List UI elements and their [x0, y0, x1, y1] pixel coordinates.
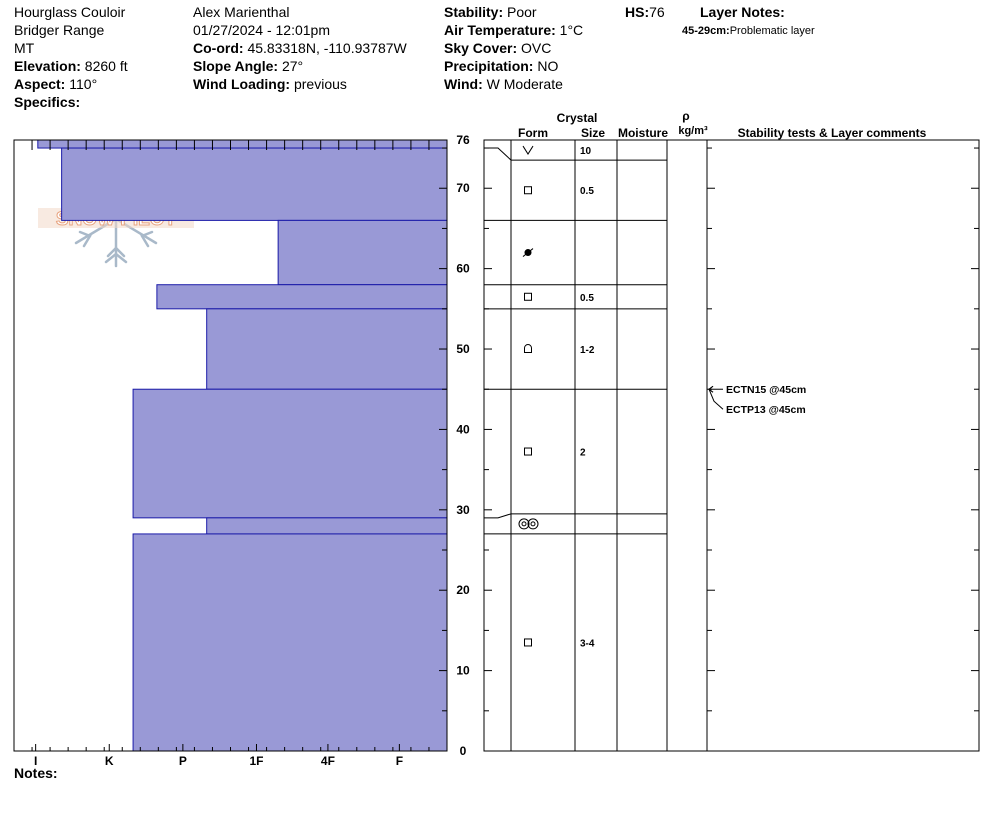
size-header: Size — [581, 126, 605, 140]
hardness-bar — [132, 533, 448, 752]
hardness-tick-label: 4F — [321, 754, 335, 768]
observer-name: Alex Marienthal — [193, 4, 290, 20]
state-name: MT — [14, 40, 35, 56]
hardness-tick-label: F — [396, 754, 403, 768]
form-header: Form — [518, 126, 548, 140]
location-name: Hourglass Couloir — [14, 4, 126, 20]
depth-tick-label: 60 — [456, 262, 470, 276]
melt-freeze-crust-icon — [522, 248, 534, 257]
layer-notes-title: Layer Notes: — [700, 4, 785, 20]
elevation: Elevation: 8260 ft — [14, 58, 128, 74]
layer-connector — [484, 147, 512, 161]
site-info: Hourglass Couloir Bridger Range MT Eleva… — [14, 3, 128, 111]
stability-test-label: ECTN15 @45cm — [726, 384, 806, 396]
grain-size-label: 10 — [580, 146, 592, 157]
grain-size-label: 2 — [580, 448, 586, 459]
observation-info: Alex Marienthal 01/27/2024 - 12:01pm Co-… — [193, 3, 407, 93]
grain-size-label: 1-2 — [580, 345, 595, 356]
grain-size-label: 3-4 — [580, 638, 595, 649]
test-pointer — [708, 389, 724, 410]
specifics: Specifics: — [14, 94, 81, 110]
faceted-crystals-icon — [524, 638, 532, 647]
stability-tests: ECTN15 @45cm ECTP13 @45cm — [708, 384, 806, 416]
grain-size-label: 0.5 — [580, 186, 594, 197]
hardness-bar — [277, 219, 448, 286]
hardness-bar — [61, 147, 448, 221]
faceted-crystals-icon — [524, 186, 532, 195]
rounding-facets-icon — [524, 344, 532, 354]
hardness-bar — [156, 284, 448, 310]
hardness-tick-label: P — [179, 754, 187, 768]
layer-connector — [484, 513, 512, 519]
moisture-header: Moisture — [618, 126, 668, 140]
depth-tick-label: 50 — [456, 342, 470, 356]
air-temperature: Air Temperature: 1°C — [444, 22, 584, 38]
precip-particles-icon — [522, 145, 534, 155]
stability-test-label: ECTP13 @45cm — [726, 404, 806, 416]
depth-axis: 0 10 20 30 40 50 60 70 76 — [439, 133, 979, 758]
coordinates: Co-ord: 45.83318N, -110.93787W — [193, 40, 407, 56]
depth-tick-label: 40 — [456, 422, 470, 436]
depth-tick-label: 76 — [456, 133, 470, 147]
depth-tick-label: 10 — [456, 664, 470, 678]
layer-note: 45-29cm:Problematic layer — [682, 25, 815, 37]
precipitation: Precipitation: NO — [444, 58, 559, 74]
range-name: Bridger Range — [14, 22, 105, 38]
faceted-crystals-icon — [524, 447, 532, 456]
wind-loading: Wind Loading: previous — [193, 76, 347, 92]
hardness-profile — [37, 139, 448, 752]
depth-tick-label: 70 — [456, 181, 470, 195]
arrow-icon — [708, 385, 714, 393]
hardness-bar — [206, 308, 448, 390]
hardness-axis: I K P 1F 4F F — [13, 140, 448, 768]
hardness-bar — [37, 139, 448, 149]
grain-size-label: 0.5 — [580, 293, 594, 304]
conditions-info: Stability: Poor Air Temperature: 1°C Sky… — [444, 3, 583, 93]
observation-datetime: 01/27/2024 - 12:01pm — [193, 22, 330, 38]
hardness-tick-label: 1F — [249, 754, 263, 768]
slope-angle: Slope Angle: 27° — [193, 58, 304, 74]
aspect: Aspect: 110° — [14, 76, 98, 92]
layer-table-frame — [483, 139, 980, 752]
column-dividers — [510, 140, 708, 751]
density-header: kg/m³ — [678, 125, 708, 137]
crystal-header: Crystal — [557, 111, 598, 125]
notes-label: Notes: — [14, 765, 58, 781]
depth-tick-label: 0 — [460, 744, 467, 758]
hardness-bar — [206, 517, 448, 535]
grain-layers: 10 0.5 0.5 1-2 2 3-4 — [484, 139, 667, 649]
hardness-bar — [132, 388, 448, 519]
depth-tick-label: 30 — [456, 503, 470, 517]
hardness-tick-label: K — [105, 754, 114, 768]
wind: Wind: W Moderate — [444, 76, 563, 92]
stability: Stability: Poor — [444, 4, 537, 20]
sky-cover: Sky Cover: OVC — [444, 40, 552, 56]
melt-forms-clustered-icon — [518, 518, 539, 530]
snow-height: HS:76 — [625, 4, 665, 20]
rho-header: ρ — [682, 109, 689, 123]
faceted-crystals-icon — [524, 292, 532, 301]
depth-tick-label: 20 — [456, 583, 470, 597]
stability-header: Stability tests & Layer comments — [738, 126, 927, 140]
hardness-tick-label: I — [34, 754, 37, 768]
